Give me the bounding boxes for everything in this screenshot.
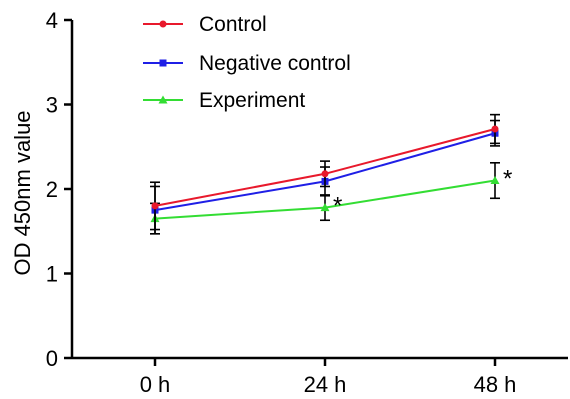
x-tick-label-2: 48 h — [474, 372, 517, 397]
y-tick-label-4: 4 — [46, 8, 58, 33]
data-point-0-1 — [321, 170, 329, 178]
legend-swatch-marker-2 — [158, 95, 168, 104]
data-point-0-0 — [151, 202, 159, 210]
series-layer: ** — [150, 113, 512, 235]
significance-mark-0: * — [333, 193, 342, 220]
significance-mark-1: * — [503, 166, 512, 193]
legend-item-0: Control — [143, 13, 267, 36]
legend-item-2: Experiment — [143, 89, 305, 112]
y-tick-label-2: 2 — [46, 177, 58, 202]
legend-label-2: Experiment — [199, 89, 305, 112]
y-tick-label-1: 1 — [46, 262, 58, 287]
data-point-2-1 — [320, 203, 330, 212]
series-0 — [150, 113, 500, 231]
data-point-0-2 — [491, 125, 499, 133]
x-tick-label-0: 0 h — [140, 372, 171, 397]
y-tick-label-0: 0 — [46, 346, 58, 371]
legend-swatch-marker-1 — [159, 59, 167, 67]
y-tick-label-3: 3 — [46, 93, 58, 118]
legend-swatch-marker-0 — [159, 20, 167, 28]
legend-label-0: Control — [199, 13, 267, 36]
legend: Control Negative control Experiment — [143, 13, 351, 112]
data-point-2-2 — [490, 176, 500, 185]
legend-item-1: Negative control — [143, 52, 351, 75]
y-axis-label: OD 450nm value — [10, 110, 35, 275]
axes: 0 1 2 3 4 0 h 24 h 48 h — [46, 8, 568, 397]
x-tick-label-1: 24 h — [304, 372, 347, 397]
legend-label-1: Negative control — [199, 52, 351, 75]
